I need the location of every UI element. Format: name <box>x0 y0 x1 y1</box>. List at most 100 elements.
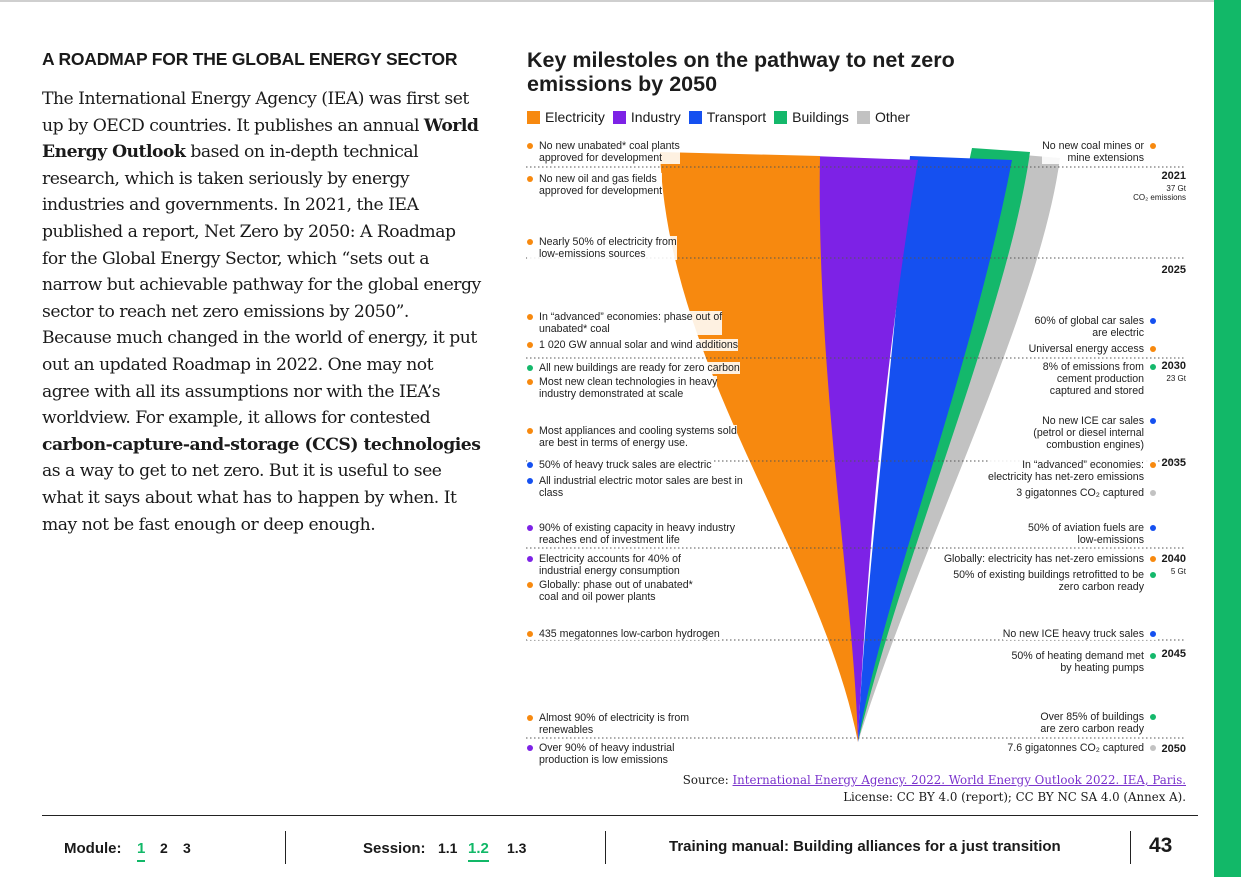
legend-item-other: Other <box>856 109 910 125</box>
milestone-left: Most appliances and cooling systems sold… <box>527 425 737 449</box>
sector-dot <box>527 582 533 588</box>
milestone-text: All industrial electric motor sales are … <box>539 475 743 499</box>
sector-dot <box>527 314 533 320</box>
source-prefix: Source: <box>682 773 733 787</box>
sector-dot <box>527 556 533 562</box>
milestone-left: 1 020 GW annual solar and wind additions <box>527 339 739 351</box>
footer-divider <box>285 831 286 864</box>
milestone-text: 90% of existing capacity in heavy indust… <box>539 522 736 546</box>
milestone-text: 8% of emissions from cement production c… <box>1042 361 1144 397</box>
milestone-left: Almost 90% of electricity is from renewa… <box>527 712 690 736</box>
milestone-right: 8% of emissions from cement production c… <box>1042 361 1156 397</box>
sector-dot <box>1150 714 1156 720</box>
footer-rule <box>42 815 1198 816</box>
milestone-text: No new oil and gas fields approved for d… <box>539 173 663 197</box>
milestone-right: No new coal mines or mine extensions <box>1042 140 1156 164</box>
milestone-text: 435 megatonnes low-carbon hydrogen <box>539 628 720 640</box>
bold-term: carbon-capture-and-storage (CCS) technol… <box>42 434 481 455</box>
milestone-right: 7.6 gigatonnes CO₂ captured <box>1007 742 1156 754</box>
milestone-text: 50% of aviation fuels are low-emissions <box>1027 522 1144 546</box>
sector-dot <box>527 745 533 751</box>
milestone-left: Nearly 50% of electricity from low-emiss… <box>527 236 677 260</box>
funnel-band-electricity <box>660 152 858 742</box>
sector-dot <box>527 239 533 245</box>
milestone-left: Most new clean technologies in heavy ind… <box>527 376 718 400</box>
milestone-left: Electricity accounts for 40% of industri… <box>527 553 681 577</box>
milestone-left: All new buildings are ready for zero car… <box>527 362 740 374</box>
milestone-text: Almost 90% of electricity is from renewa… <box>539 712 690 736</box>
milestone-right: 50% of aviation fuels are low-emissions <box>1027 522 1156 546</box>
session-link-1-3[interactable]: 1.3 <box>507 840 527 856</box>
sector-dot <box>527 428 533 434</box>
legend-label: Other <box>874 109 910 125</box>
legend-swatch <box>688 110 702 124</box>
sector-dot <box>1150 490 1156 496</box>
year-label: 2050 <box>1161 743 1186 755</box>
milestone-text: 50% of existing buildings retrofitted to… <box>953 569 1144 593</box>
sector-dot <box>527 365 533 371</box>
milestone-left: All industrial electric motor sales are … <box>527 475 743 499</box>
module-link-3[interactable]: 3 <box>183 840 191 856</box>
milestone-text: Most appliances and cooling systems sold… <box>539 425 737 449</box>
legend-swatch <box>774 110 788 124</box>
legend-label: Industry <box>630 109 681 125</box>
legend-item-industry: Industry <box>612 109 681 125</box>
emissions-note: 23 Gt <box>1166 374 1186 383</box>
figure-title: Key milestoles on the pathway to net zer… <box>527 48 955 96</box>
milestone-left: 435 megatonnes low-carbon hydrogen <box>527 628 720 640</box>
bold-term: World Energy Outlook <box>42 115 479 163</box>
legend-swatch <box>612 110 626 124</box>
milestone-text: 50% of heavy truck sales are electric <box>539 459 712 471</box>
milestone-text: All new buildings are ready for zero car… <box>539 362 740 374</box>
sector-dot <box>527 715 533 721</box>
module-link-1[interactable]: 1 <box>137 840 146 862</box>
year-label: 2045 <box>1161 648 1186 660</box>
year-label: 2025 <box>1161 264 1186 276</box>
milestone-right: Universal energy access <box>1028 343 1156 355</box>
milestone-text: Electricity accounts for 40% of industri… <box>539 553 681 577</box>
source-note: Source: International Energy Agency. 202… <box>683 772 1186 806</box>
milestone-funnel-chart: No new unabated* coal plants approved fo… <box>520 130 1200 770</box>
milestone-text: 7.6 gigatonnes CO₂ captured <box>1007 742 1144 754</box>
milestone-left: 50% of heavy truck sales are electric <box>527 459 712 471</box>
milestone-text: Over 85% of buildings are zero carbon re… <box>1040 711 1144 735</box>
session-link-1-2[interactable]: 1.2 <box>468 840 489 862</box>
top-rule <box>0 0 1214 2</box>
sector-dot <box>1150 572 1156 578</box>
milestone-right: In “advanced” economies: electricity has… <box>987 459 1156 483</box>
milestone-right: No new ICE car sales (petrol or diesel i… <box>1033 415 1156 451</box>
session-label: Session: <box>363 840 426 857</box>
sector-dot <box>1150 631 1156 637</box>
milestone-left: No new unabated* coal plants approved fo… <box>527 140 680 164</box>
year-label: 2040 <box>1161 553 1186 565</box>
legend-label: Electricity <box>545 109 605 125</box>
milestone-text: 3 gigatonnes CO₂ captured <box>1016 487 1144 499</box>
milestone-right: Globally: electricity has net-zero emiss… <box>943 553 1156 565</box>
milestone-left: No new oil and gas fields approved for d… <box>527 173 663 197</box>
funnel-band-other <box>858 152 1060 742</box>
body-paragraph: The International Energy Agency (IEA) wa… <box>42 86 482 538</box>
milestone-right: Over 85% of buildings are zero carbon re… <box>1040 711 1156 735</box>
sector-dot <box>1150 318 1156 324</box>
milestone-right: 60% of global car sales are electric <box>1034 315 1156 339</box>
milestone-text: In “advanced” economies: phase out of un… <box>539 311 723 335</box>
emissions-note: 5 Gt <box>1170 567 1186 576</box>
funnel-graphic <box>526 148 1186 742</box>
funnel-band-buildings <box>858 148 1030 742</box>
legend-item-transport: Transport <box>688 109 766 125</box>
milestone-text: Nearly 50% of electricity from low-emiss… <box>539 236 677 260</box>
legend-swatch <box>527 110 540 124</box>
milestone-text: No new ICE car sales (petrol or diesel i… <box>1033 415 1144 451</box>
sector-dot <box>1150 143 1156 149</box>
body-run: The International Energy Agency (IEA) wa… <box>42 89 469 136</box>
funnel-band-transport <box>858 156 1012 742</box>
module-link-2[interactable]: 2 <box>160 840 168 856</box>
footer-divider <box>1130 831 1131 864</box>
legend-label: Buildings <box>792 109 849 125</box>
year-label: 2035 <box>1161 457 1186 469</box>
milestone-text: 60% of global car sales are electric <box>1034 315 1144 339</box>
sector-dot <box>1150 364 1156 370</box>
source-link[interactable]: International Energy Agency. 2022. World… <box>732 773 1186 787</box>
funnel-band-industry <box>812 156 918 742</box>
session-link-1-1[interactable]: 1.1 <box>438 840 458 856</box>
